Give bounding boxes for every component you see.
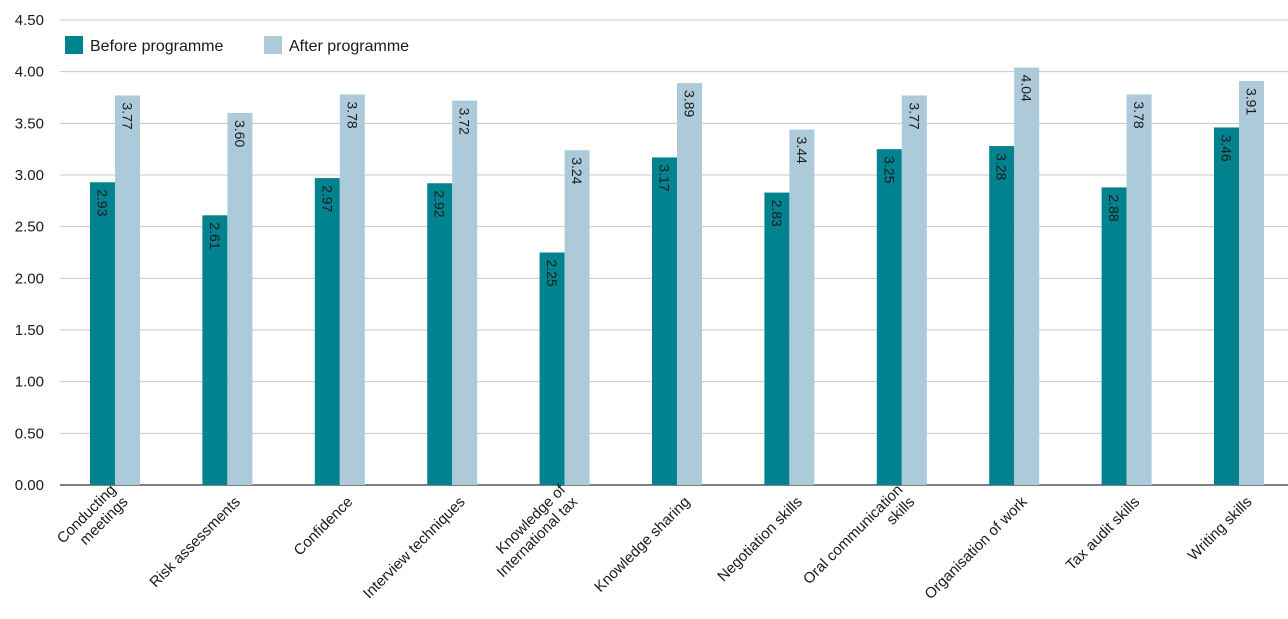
x-category-label-line: Knowledge sharing [591,493,693,595]
bar-value-label: 2.25 [544,260,560,287]
y-axis-tick-labels: 0.00 0.50 1.00 1.50 2.00 2.50 3.00 3.50 4.00 4.50 [15,12,44,494]
bar-value-label: 3.44 [794,137,810,164]
bar-value-label: 3.60 [232,120,248,147]
bar-before [1101,187,1127,485]
x-category-label: Tax audit skills [1063,493,1143,573]
x-category-label-line: Tax audit skills [1063,493,1143,573]
bar-value-label: 3.78 [1131,101,1147,128]
legend-item-after: After programme [264,36,409,55]
legend-item-before: Before programme [65,36,223,55]
x-category-label-line: Risk assessments [146,493,243,590]
bar-value-label: 3.72 [457,108,473,135]
bar-value-label: 3.91 [1244,88,1260,115]
bar-after [789,129,815,486]
y-tick-label: 1.50 [15,322,44,339]
bar-value-label: 3.77 [906,102,922,129]
x-category-label: Risk assessments [146,493,243,590]
bar-after [677,83,702,486]
bar-before [202,215,228,486]
bar-before [652,157,677,485]
bar-after [1126,94,1152,486]
bar-value-labels: 2.93 3.77 2.61 3.60 2.97 3.78 2.92 3.72 2.25 3.24… [95,75,1260,287]
bar-value-label: 3.89 [682,90,698,117]
y-tick-label: 2.50 [15,219,44,236]
legend-label: After programme [289,38,409,55]
bar-value-label: 3.25 [881,156,897,183]
y-tick-label: 4.50 [15,12,44,29]
legend-swatch [65,36,83,54]
bar-before [764,192,790,486]
bar-value-label: 3.24 [569,157,585,184]
bar-value-label: 3.78 [344,101,360,128]
bar-before [90,182,115,485]
x-category-label-line: Organisation of work [921,493,1031,603]
bar-value-label: 2.92 [432,190,448,217]
bar-value-label: 2.97 [319,185,335,212]
bar-after [901,95,927,485]
bar-before [876,149,902,485]
bar-value-label: 4.04 [1019,75,1035,102]
x-category-label-line: Negotiation skills [714,493,806,585]
y-tick-label: 3.00 [15,167,44,184]
bar-before [314,178,340,485]
bar-before [1214,127,1239,485]
legend-swatch [264,36,282,54]
bar-before [989,146,1015,486]
x-category-label: Writing skills [1185,493,1256,564]
bar-value-label: 2.88 [1106,194,1122,221]
bar-before [539,252,565,485]
bar-value-label: 2.83 [769,200,785,227]
legend-label: Before programme [90,38,223,55]
x-category-label-line: Confidence [291,493,357,559]
bar-after [227,113,253,485]
bar-value-label: 3.28 [994,153,1010,180]
bar-value-label: 3.17 [657,164,673,191]
bars [90,67,1264,486]
y-tick-label: 1.00 [15,374,44,391]
x-category-label: Confidence [291,493,357,559]
x-category-label: Negotiation skills [714,493,806,585]
x-category-label-line: Oral communication [800,481,906,587]
bar-after [115,95,140,485]
bar-value-label: 2.61 [207,222,223,249]
x-category-label: Interview techniques [360,493,469,602]
bar-before [427,183,453,485]
bar-after [452,100,478,485]
x-category-label: Knowledge sharing [591,493,693,595]
bar-value-label: 2.93 [95,189,111,216]
bar-after [1014,67,1040,486]
bar-after [564,150,590,485]
x-category-label: Organisation of work [921,493,1031,603]
legend: Before programme After programme [65,36,409,55]
x-category-label-line: Interview techniques [360,493,469,602]
bar-after [1239,80,1264,485]
bar-value-label: 3.77 [120,102,136,129]
bar-after [339,94,365,486]
y-tick-label: 4.00 [15,64,44,81]
y-tick-label: 3.50 [15,115,44,132]
y-tick-label: 0.50 [15,425,44,442]
x-category-label-line: Writing skills [1185,493,1256,564]
bar-value-label: 3.46 [1219,134,1235,161]
y-tick-label: 0.00 [15,477,44,494]
y-tick-label: 2.00 [15,270,44,287]
